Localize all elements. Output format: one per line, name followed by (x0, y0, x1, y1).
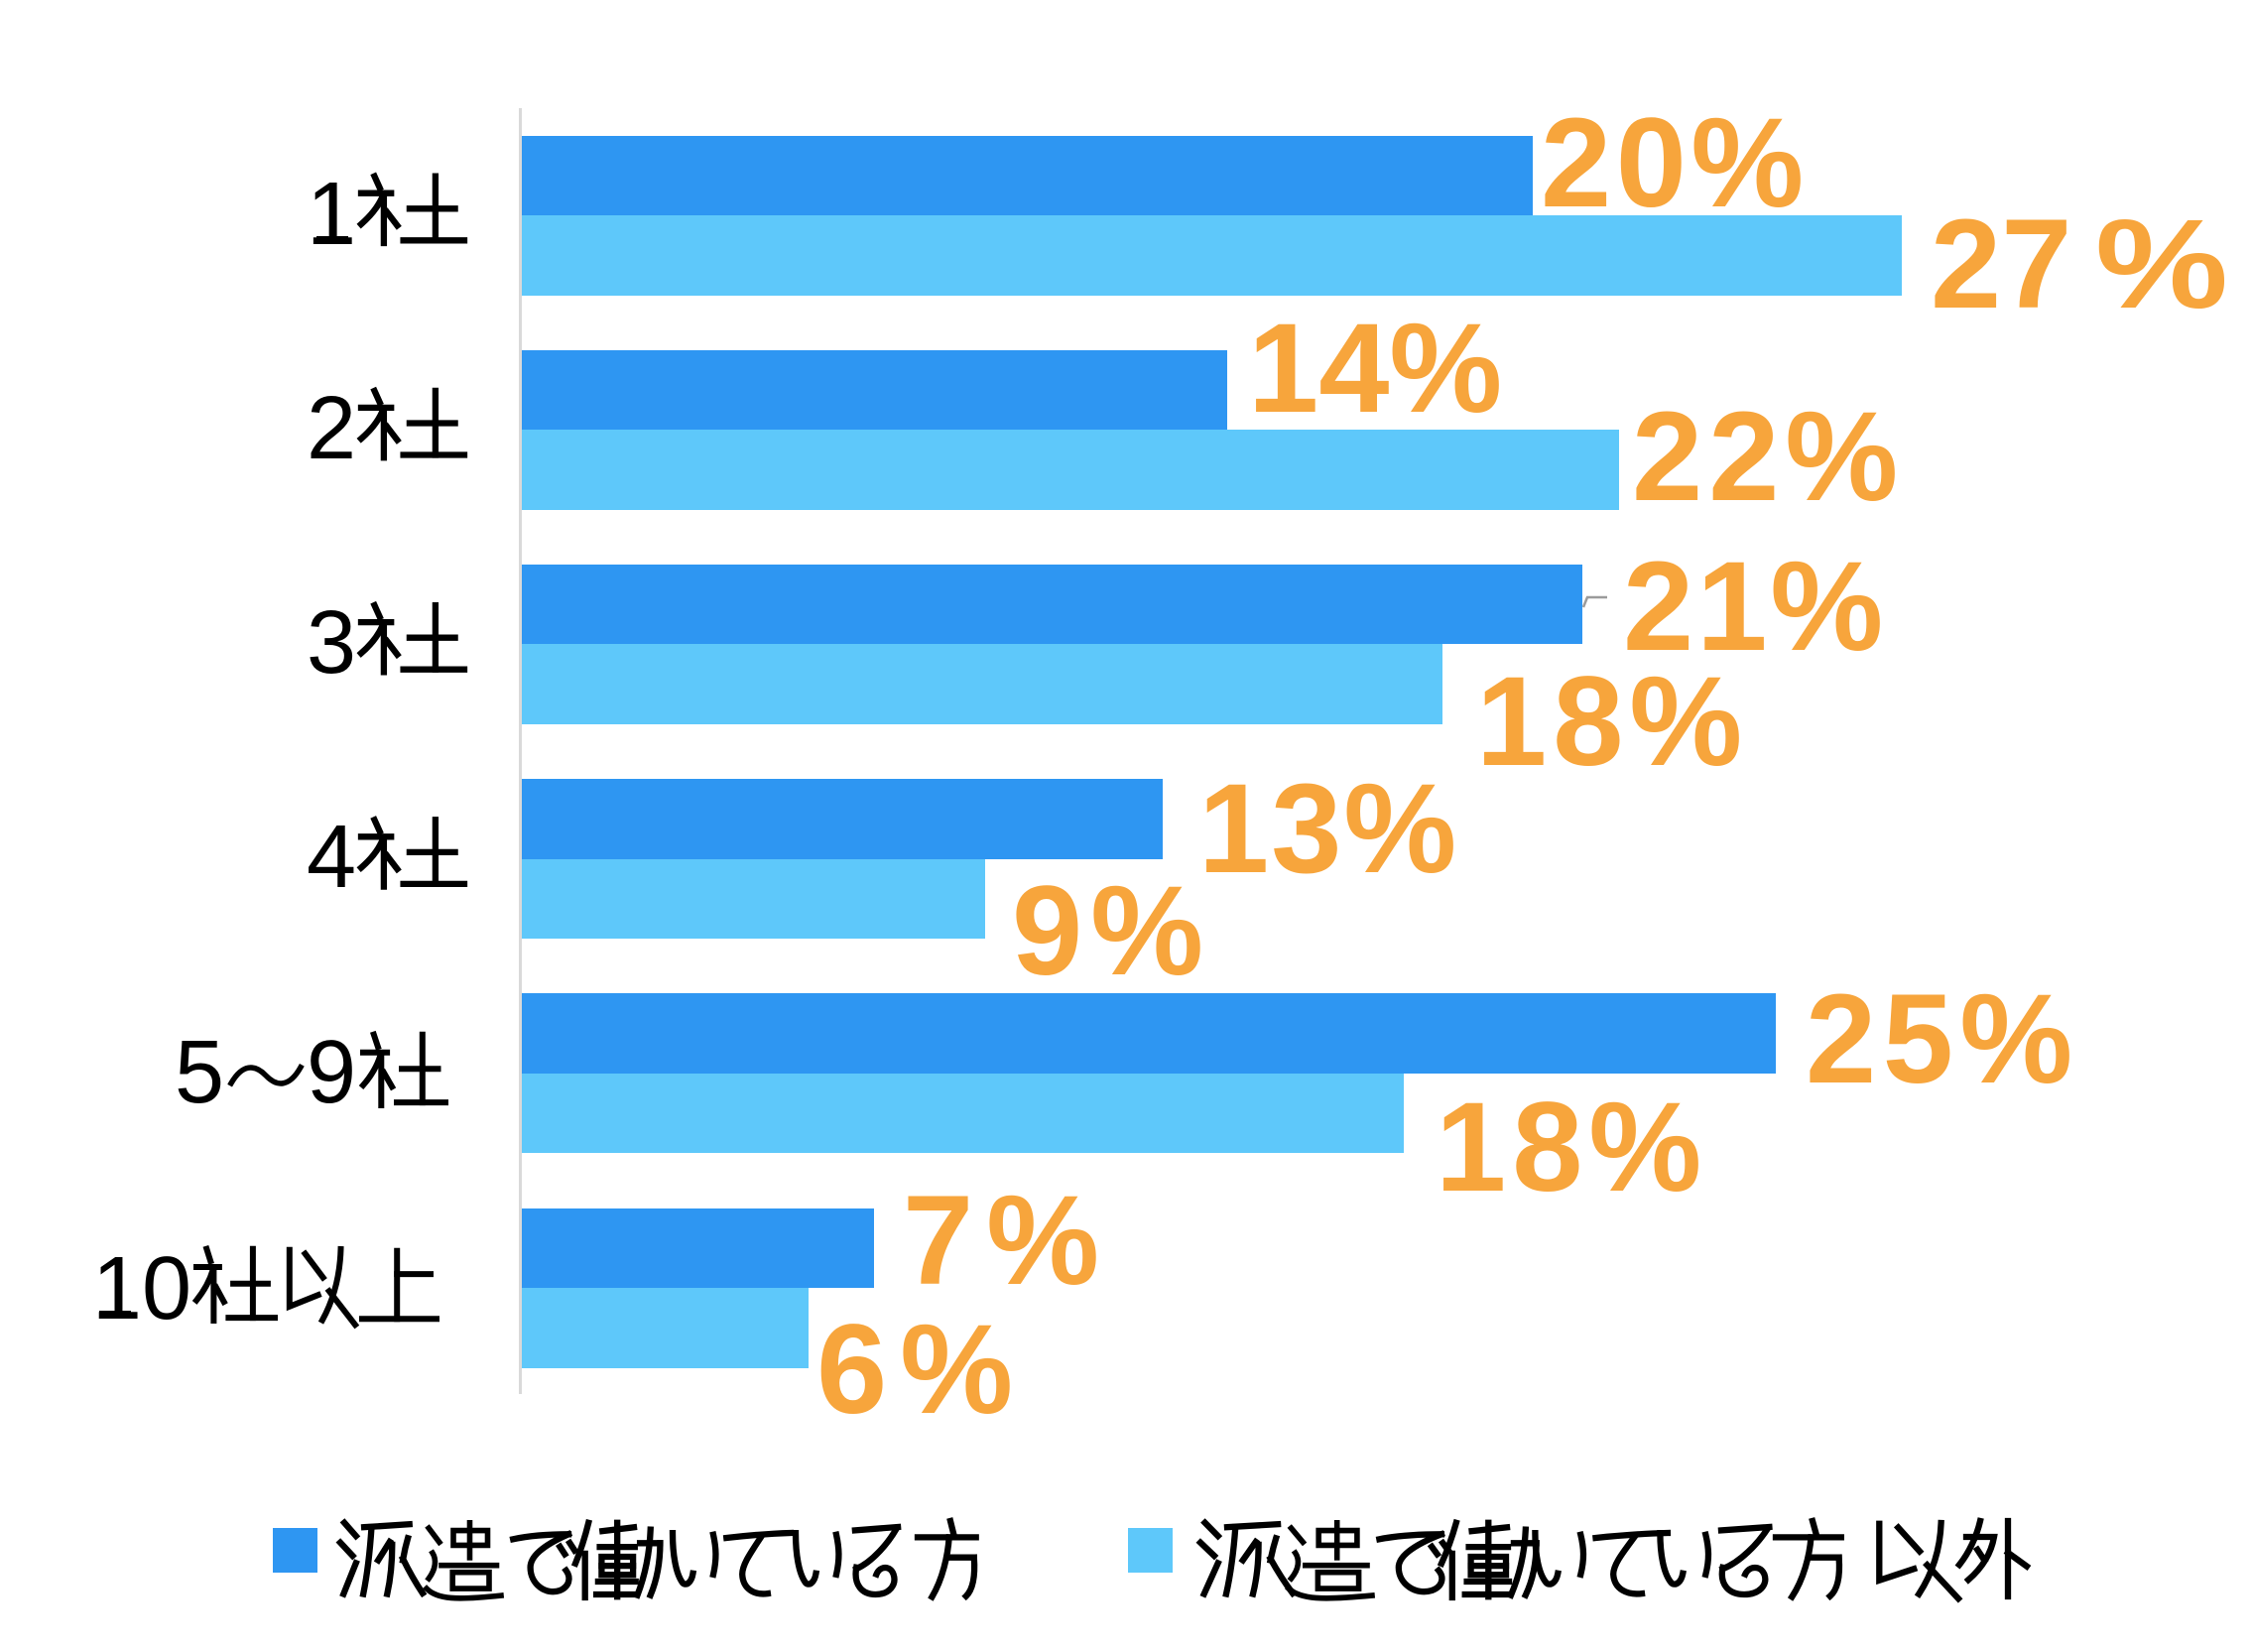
svg-text:7%: 7% (903, 1170, 1112, 1312)
svg-text:4: 4 (307, 808, 356, 907)
svg-text:20%: 20% (1541, 92, 1809, 234)
svg-text:25%: 25% (1806, 968, 2079, 1110)
svg-text:18%: 18% (1476, 651, 1748, 793)
svg-text:21%: 21% (1623, 536, 1886, 678)
svg-text:13%: 13% (1198, 758, 1458, 900)
svg-text:1: 1 (307, 165, 356, 264)
svg-text:2: 2 (307, 379, 356, 478)
svg-text:6%: 6% (816, 1299, 1026, 1441)
svg-text:22%: 22% (1632, 386, 1904, 528)
svg-text:27: 27 (1931, 193, 2071, 335)
svg-text:14%: 14% (1248, 298, 1502, 440)
svg-text:3: 3 (307, 593, 356, 693)
svg-text:9: 9 (307, 1023, 356, 1122)
svg-text:10: 10 (92, 1239, 191, 1338)
svg-text:5: 5 (175, 1023, 224, 1122)
svg-text:9%: 9% (1012, 860, 1211, 1002)
svg-text:18%: 18% (1436, 1077, 1707, 1218)
svg-text:%: % (2095, 193, 2228, 335)
